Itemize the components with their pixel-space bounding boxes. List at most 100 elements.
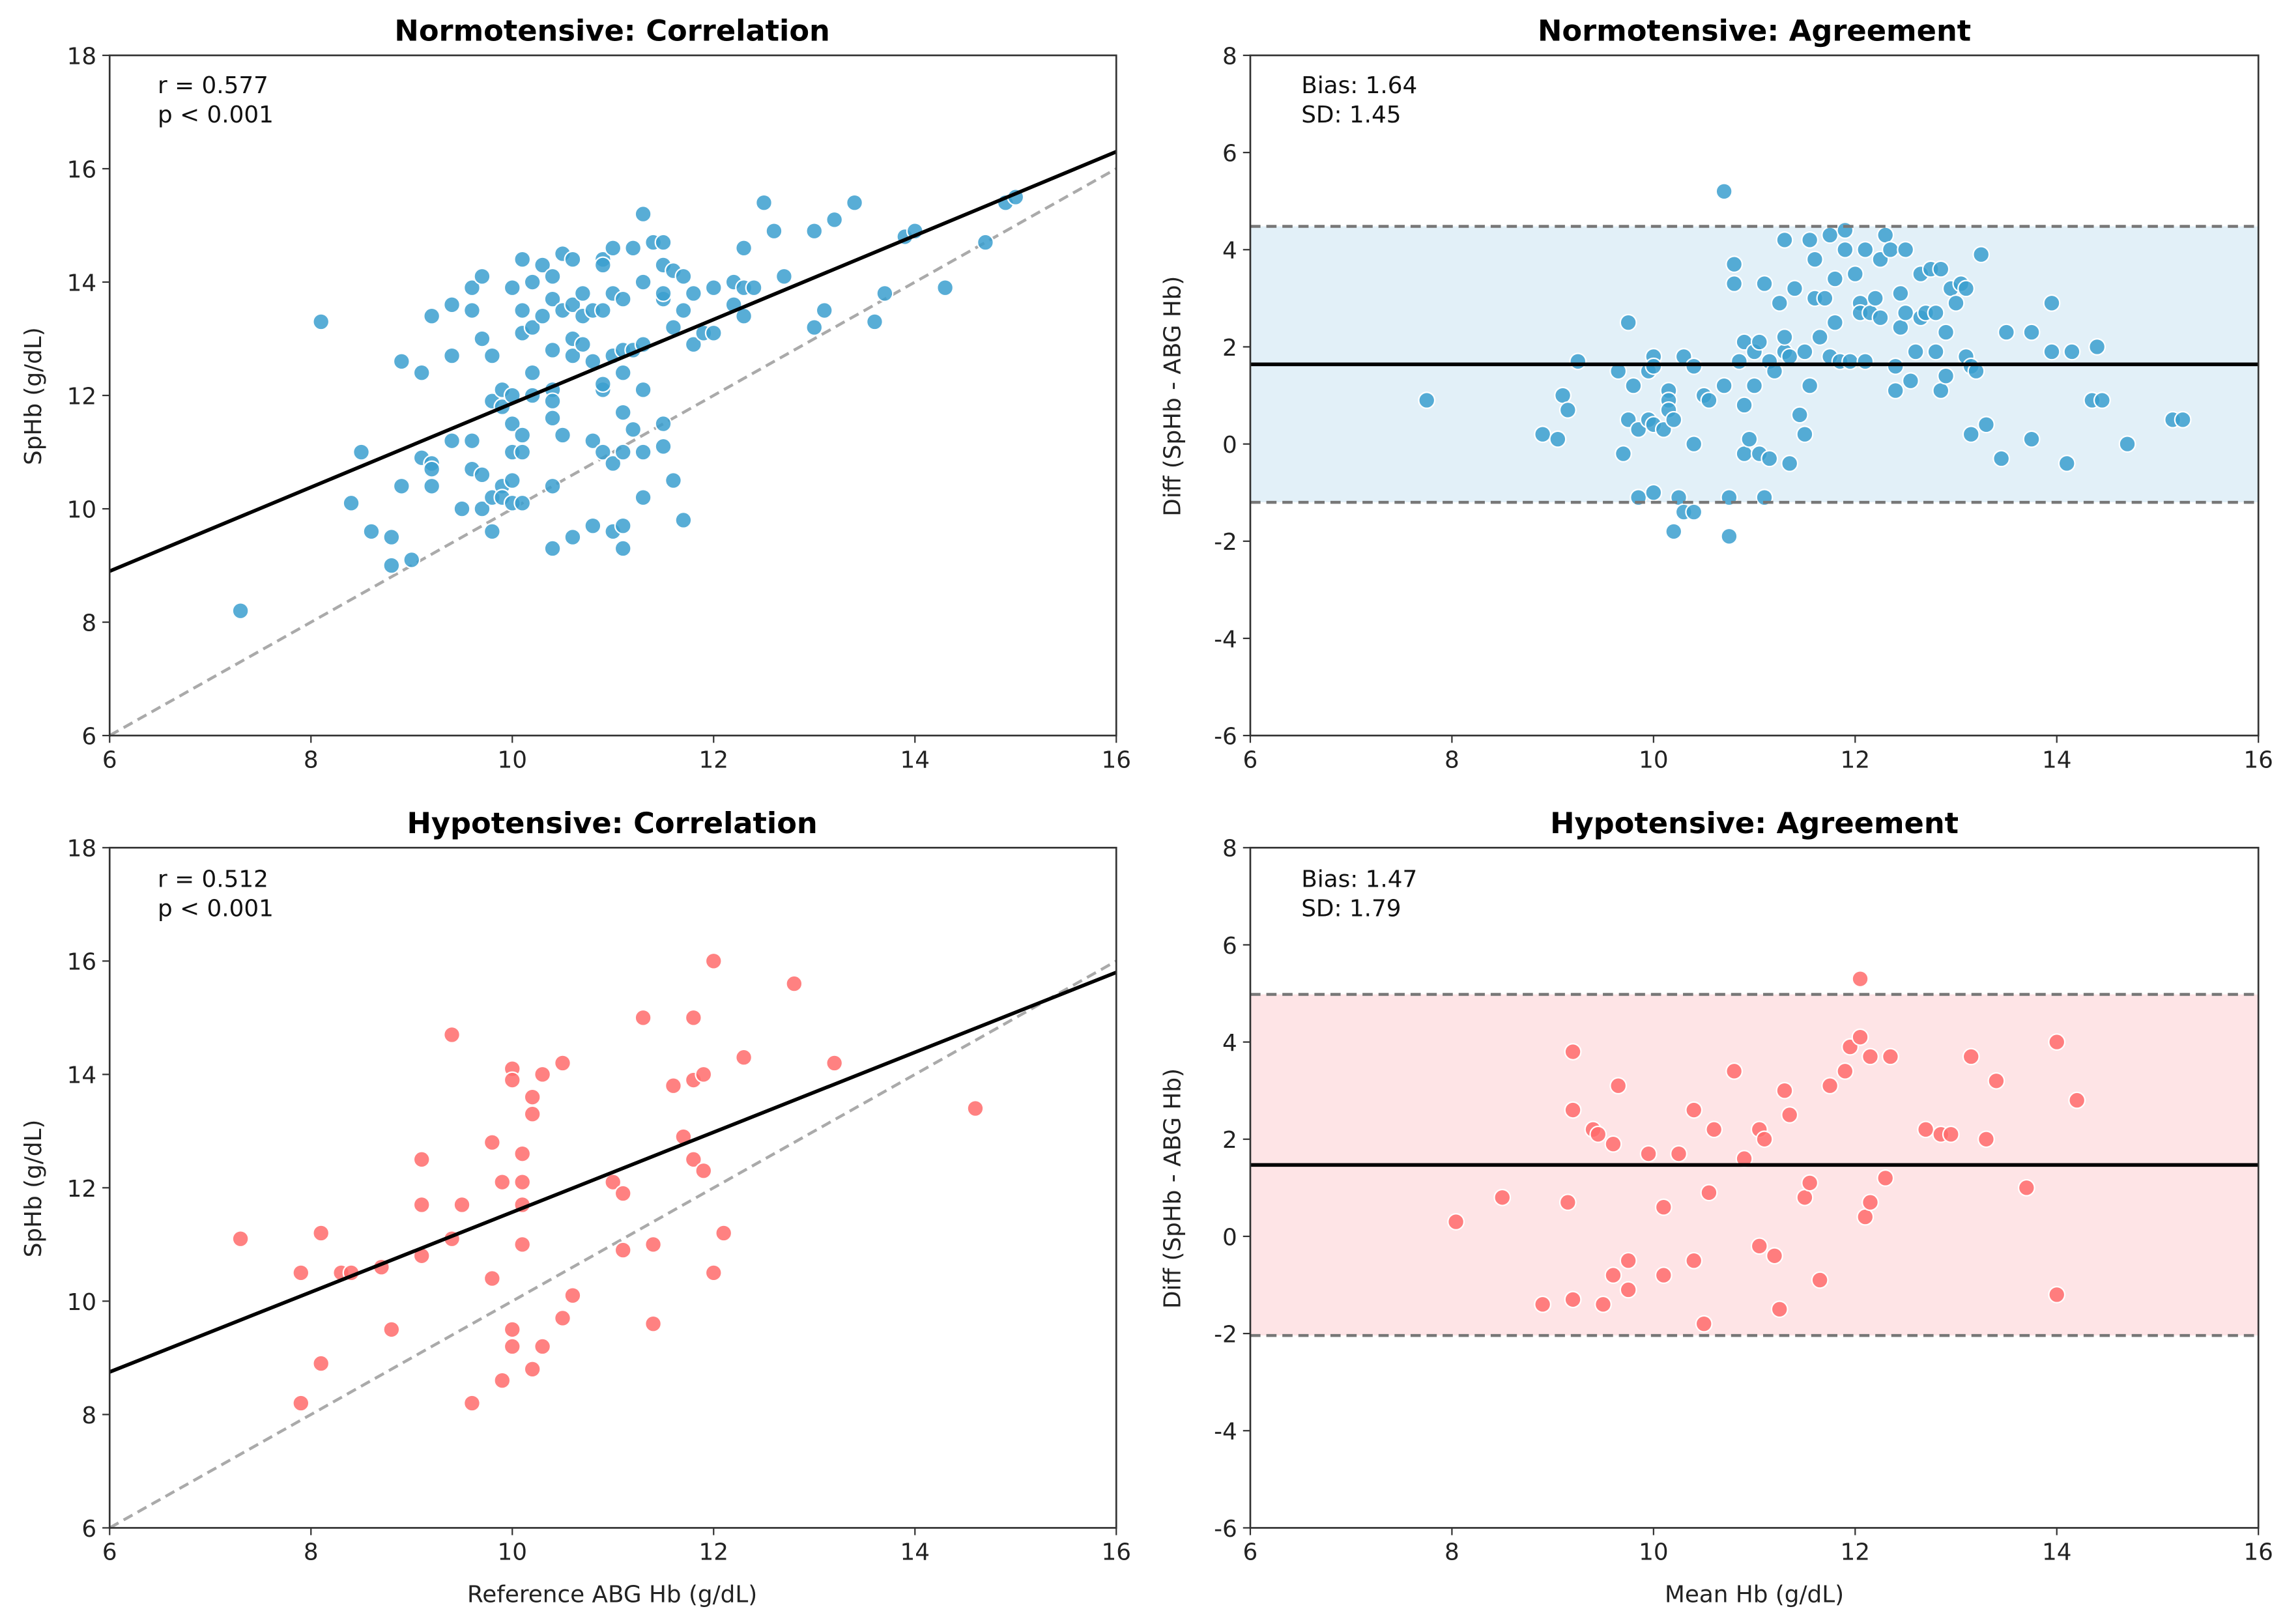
y-tick-label: -2 (1214, 529, 1237, 556)
data-point (1619, 313, 1637, 332)
data-point (1977, 1130, 1995, 1148)
data-point (231, 602, 250, 620)
data-point (775, 267, 793, 285)
axes-frame (108, 54, 1117, 737)
data-point (594, 375, 612, 393)
data-point (1750, 1237, 1768, 1255)
data-point (665, 472, 682, 489)
x-tick-label: 16 (2243, 1539, 2273, 1566)
data-point (1972, 246, 1990, 264)
data-point (715, 1224, 733, 1242)
data-point (634, 443, 652, 461)
data-point (523, 273, 541, 291)
data-point (1619, 1281, 1637, 1299)
data-point (1746, 377, 1763, 395)
data-point (473, 267, 491, 285)
x-axis-label: Reference ABG Hb (g/dL) (467, 1581, 757, 1608)
data-point (513, 494, 532, 512)
data-point (1775, 1081, 1794, 1100)
data-point (1775, 328, 1794, 346)
data-point (1735, 396, 1753, 414)
y-tick-label: -4 (1214, 1419, 1237, 1446)
x-tick-label: 8 (1444, 747, 1459, 773)
annotation-p: p < 0.001 (158, 102, 274, 128)
data-point (473, 466, 491, 484)
data-point (513, 1145, 532, 1163)
y-tick-label: -4 (1214, 626, 1237, 653)
data-point (1866, 289, 1884, 307)
data-point (463, 432, 481, 450)
x-tick-label: 12 (699, 1539, 729, 1566)
data-point (654, 285, 672, 302)
data-point (704, 1264, 723, 1282)
data-point (1821, 1077, 1839, 1095)
data-point (2068, 1091, 2086, 1109)
x-tick-label: 12 (699, 747, 729, 773)
data-point (815, 302, 833, 319)
data-point (403, 550, 421, 569)
data-point (473, 500, 491, 518)
data-point (523, 1088, 541, 1106)
data-point (1685, 503, 1703, 521)
data-point (1790, 406, 1809, 424)
y-axis-label: SpHb (g/dL) (20, 327, 47, 465)
x-tick-label: 14 (900, 747, 930, 773)
data-point (1851, 970, 1869, 988)
data-point (1882, 1047, 1899, 1066)
data-point (1891, 285, 1910, 302)
data-point (1987, 1072, 2005, 1090)
data-point (483, 347, 501, 365)
data-point (453, 1196, 471, 1214)
data-point (1619, 1251, 1637, 1270)
data-point (1836, 1062, 1854, 1080)
data-point (1665, 522, 1683, 541)
data-point (564, 250, 582, 268)
x-tick-label: 12 (1841, 747, 1871, 773)
data-point (483, 522, 501, 541)
data-point (1851, 1028, 1869, 1046)
panel-hypotensive-correlation: 6 8 10 12 14 16 6 8 10 12 14 16 18 Hypotensive: Corr… (20, 806, 1131, 1608)
data-point (1720, 527, 1738, 545)
data-point (1670, 1145, 1688, 1163)
data-point (695, 1065, 713, 1083)
data-point (624, 239, 642, 257)
data-point (614, 403, 632, 421)
data-point (1755, 275, 1774, 292)
y-tick-label: 16 (67, 156, 97, 183)
data-point (594, 256, 612, 274)
data-point (654, 415, 672, 433)
data-point (1725, 255, 1744, 274)
x-tick-label: 14 (2042, 1539, 2072, 1566)
data-point (1836, 240, 1854, 259)
y-tick-label: 0 (1222, 1224, 1237, 1251)
data-point (1715, 182, 1733, 201)
data-point (554, 1309, 571, 1327)
data-point (584, 517, 602, 535)
data-point (543, 409, 562, 427)
data-point (463, 1394, 481, 1412)
plot-area: 6 8 10 12 14 16 6 8 10 12 14 16 18 (67, 836, 1131, 1566)
x-tick-label: 14 (900, 1539, 930, 1566)
data-point (2058, 455, 2076, 472)
data-point (513, 250, 532, 268)
data-point (674, 267, 693, 285)
data-point (1962, 1047, 1980, 1066)
x-tick-label: 16 (1101, 1539, 1131, 1566)
regression-line (109, 971, 1117, 1374)
data-point (735, 239, 753, 257)
data-point (1886, 357, 1904, 375)
data-point (604, 239, 622, 257)
data-point (352, 443, 370, 461)
y-tick-label: 2 (1222, 1127, 1237, 1154)
data-point (523, 319, 541, 337)
data-point (473, 330, 491, 348)
data-point (695, 1161, 713, 1180)
data-point (443, 347, 461, 365)
identity-line (109, 960, 1117, 1530)
plot-area: 6 8 10 12 14 16 -6 -4 -2 0 2 4 6 8 (1214, 836, 2273, 1566)
data-point (493, 1371, 511, 1389)
data-point (614, 443, 632, 461)
y-tick-label: 6 (81, 1516, 96, 1543)
data-point (1876, 226, 1895, 244)
y-tick-label: 12 (67, 383, 97, 410)
